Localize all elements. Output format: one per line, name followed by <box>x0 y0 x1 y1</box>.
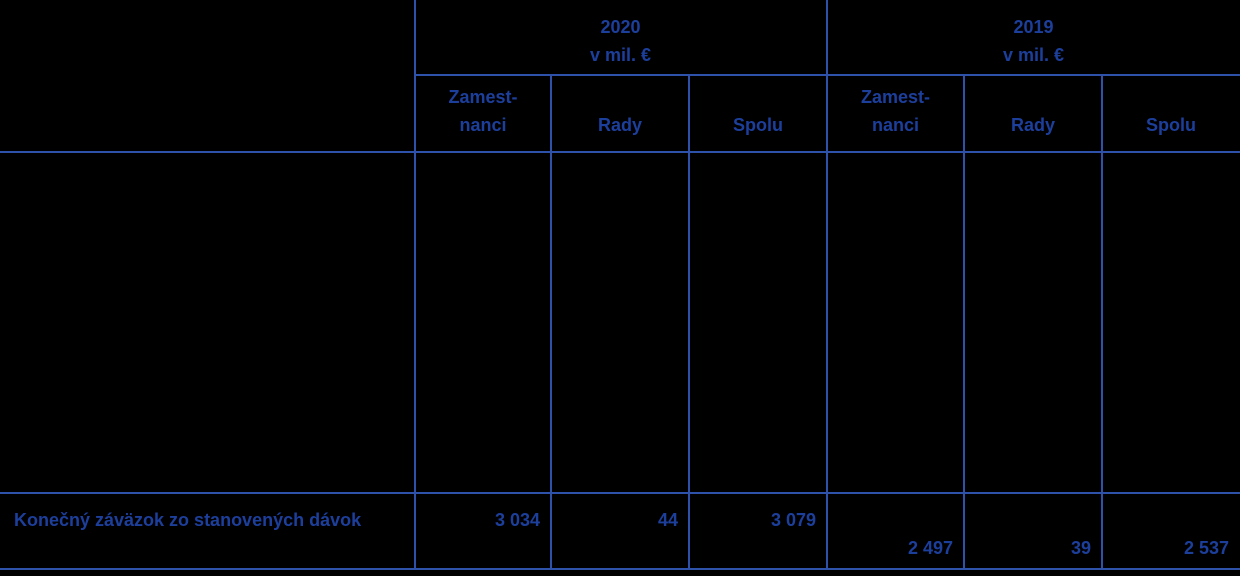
v-divider-year-groups <box>826 0 828 570</box>
unit-label-2020: v mil. € <box>589 45 652 65</box>
h-divider-under-years <box>415 74 1240 76</box>
value-2020-rady: 44 <box>657 510 678 530</box>
value-2019-spolu: 2 537 <box>1183 538 1229 558</box>
row-label-final-obligation: Konečný záväzok zo stanovených dávok <box>14 510 362 530</box>
unit-label-2019: v mil. € <box>1002 45 1065 65</box>
v-divider-2019-1 <box>963 75 965 570</box>
column-header-spolu-2020: Spolu <box>733 115 783 135</box>
h-divider-under-headers <box>0 151 1240 153</box>
column-header-rady-2020: Rady <box>597 115 642 135</box>
h-divider-bottom <box>0 568 1240 570</box>
column-header-rady-2019: Rady <box>1010 115 1055 135</box>
column-header-zamestnanci-2020: Zamest- nanci <box>448 87 518 135</box>
value-2020-spolu: 3 079 <box>770 510 816 530</box>
column-group-2020: 2020 v mil. € <box>415 13 826 69</box>
v-divider-2020-2 <box>688 75 690 570</box>
column-group-2019: 2019 v mil. € <box>827 13 1240 69</box>
year-label-2019: 2019 <box>1013 17 1054 37</box>
h-divider-above-total-row <box>0 492 1240 494</box>
value-2019-rady: 39 <box>1070 538 1091 558</box>
column-header-zamestnanci-2019: Zamest- nanci <box>860 87 931 135</box>
v-divider-2020-1 <box>550 75 552 570</box>
year-label-2020: 2020 <box>600 17 641 37</box>
v-divider-2019-2 <box>1101 75 1103 570</box>
value-2020-zamestnanci: 3 034 <box>494 510 540 530</box>
value-2019-zamestnanci: 2 497 <box>907 538 953 558</box>
v-divider-labels <box>414 0 416 570</box>
column-header-spolu-2019: Spolu <box>1146 115 1196 135</box>
